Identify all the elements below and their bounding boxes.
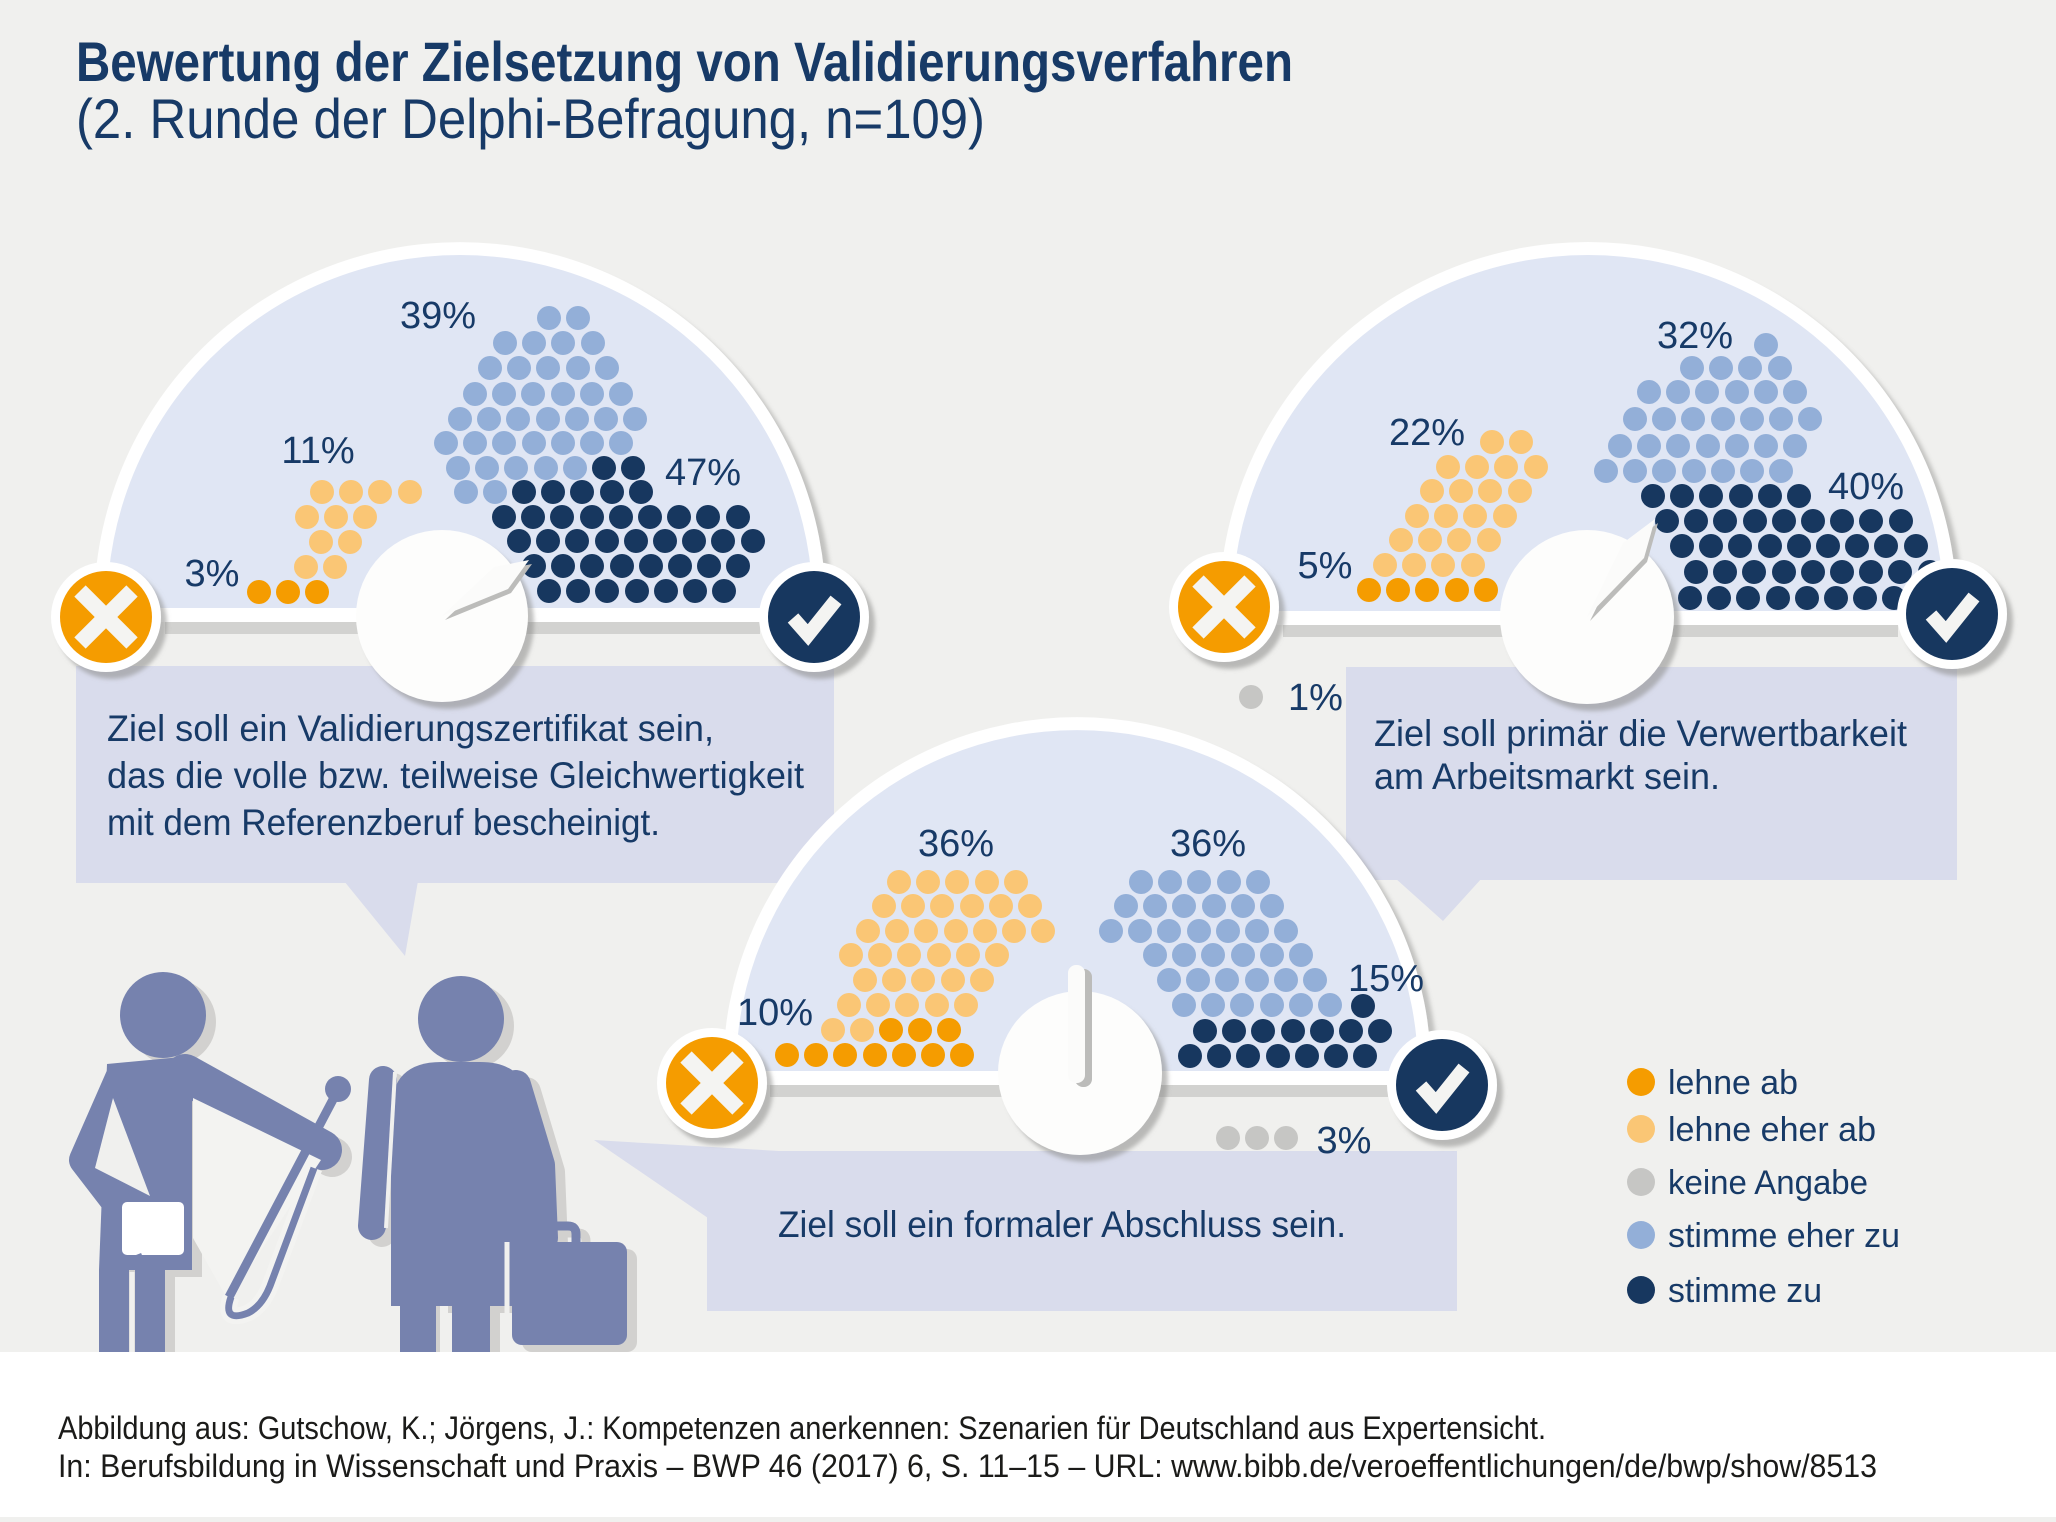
svg-text:22%: 22% bbox=[1389, 412, 1465, 454]
svg-text:11%: 11% bbox=[281, 430, 354, 472]
svg-text:lehne eher ab: lehne eher ab bbox=[1668, 1111, 1876, 1149]
svg-text:am Arbeitsmarkt sein.: am Arbeitsmarkt sein. bbox=[1374, 756, 1720, 797]
svg-text:3%: 3% bbox=[185, 553, 240, 595]
svg-text:36%: 36% bbox=[918, 823, 994, 865]
svg-text:15%: 15% bbox=[1348, 958, 1424, 1000]
svg-text:Ziel soll ein Validierungszert: Ziel soll ein Validierungszertifikat sei… bbox=[107, 708, 714, 749]
svg-text:32%: 32% bbox=[1657, 315, 1733, 357]
svg-text:Abbildung aus: Gutschow, K.; J: Abbildung aus: Gutschow, K.; Jörgens, J.… bbox=[58, 1410, 1546, 1446]
svg-text:39%: 39% bbox=[400, 295, 476, 337]
svg-text:stimme eher zu: stimme eher zu bbox=[1668, 1217, 1900, 1255]
svg-text:In: Berufsbildung in Wissensch: In: Berufsbildung in Wissenschaft und Pr… bbox=[58, 1448, 1877, 1484]
svg-text:1%: 1% bbox=[1288, 677, 1343, 719]
svg-text:10%: 10% bbox=[737, 992, 813, 1034]
svg-text:(2. Runde der Delphi-Befragung: (2. Runde der Delphi-Befragung, n=109) bbox=[76, 87, 985, 150]
svg-text:40%: 40% bbox=[1828, 466, 1904, 508]
svg-text:Ziel soll primär die Verwertba: Ziel soll primär die Verwertbarkeit bbox=[1374, 713, 1908, 754]
svg-text:Ziel soll ein formaler Abschlu: Ziel soll ein formaler Abschluss sein. bbox=[778, 1204, 1346, 1245]
svg-text:47%: 47% bbox=[665, 452, 741, 494]
svg-text:Bewertung der Zielsetzung von: Bewertung der Zielsetzung von Validierun… bbox=[76, 30, 1293, 93]
svg-text:das die volle bzw. teilweise G: das die volle bzw. teilweise Gleichwerti… bbox=[107, 755, 805, 796]
svg-text:lehne ab: lehne ab bbox=[1668, 1064, 1798, 1102]
svg-text:stimme zu: stimme zu bbox=[1668, 1272, 1822, 1310]
svg-text:36%: 36% bbox=[1170, 823, 1246, 865]
svg-text:keine Angabe: keine Angabe bbox=[1668, 1164, 1868, 1202]
svg-text:3%: 3% bbox=[1317, 1120, 1372, 1162]
svg-text:5%: 5% bbox=[1298, 545, 1353, 587]
svg-text:mit dem Referenzberuf beschein: mit dem Referenzberuf bescheinigt. bbox=[107, 802, 660, 843]
